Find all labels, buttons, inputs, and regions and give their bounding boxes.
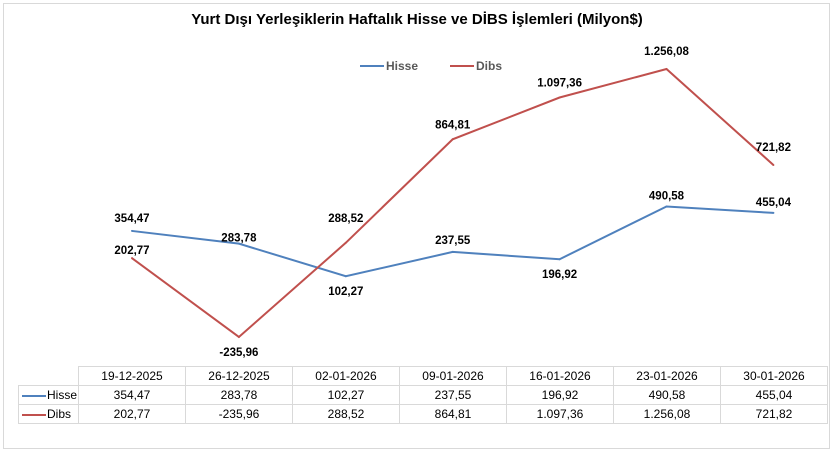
data-point-dibs bbox=[558, 96, 561, 99]
category-label: 26-12-2025 bbox=[185, 366, 293, 386]
data-point-hisse bbox=[131, 229, 133, 232]
data-label: 288,52 bbox=[328, 213, 363, 225]
data-point-dibs bbox=[237, 335, 240, 338]
category-label: 16-01-2026 bbox=[506, 366, 614, 386]
table-cell: 202,77 bbox=[78, 404, 186, 424]
table-cell: -235,96 bbox=[185, 404, 293, 424]
chart-frame bbox=[3, 3, 830, 449]
table-row: Dibs 202,77 -235,96 288,52 864,81 1.097,36 1.2… bbox=[18, 404, 828, 424]
category-label: 02-01-2026 bbox=[292, 366, 400, 386]
data-label: 102,27 bbox=[328, 286, 363, 298]
legend-key bbox=[22, 394, 46, 397]
table-cell: 288,52 bbox=[292, 404, 400, 424]
data-label: 202,77 bbox=[114, 245, 149, 257]
table-cell: 1.097,36 bbox=[506, 404, 614, 424]
data-label: 283,78 bbox=[221, 233, 257, 245]
category-label: 09-01-2026 bbox=[399, 366, 507, 386]
series-name: Hisse bbox=[18, 385, 79, 405]
data-point-hisse bbox=[344, 275, 347, 278]
category-label: 23-01-2026 bbox=[613, 366, 721, 386]
table-cell: 354,47 bbox=[78, 385, 186, 405]
data-label: 196,92 bbox=[542, 269, 577, 281]
table-cell: 455,04 bbox=[720, 385, 828, 405]
table-cell: 237,55 bbox=[399, 385, 507, 405]
table-cell: 102,27 bbox=[292, 385, 400, 405]
data-point-dibs bbox=[344, 241, 347, 244]
data-point-hisse bbox=[665, 205, 668, 208]
table-cell: 490,58 bbox=[613, 385, 721, 405]
data-point-hisse bbox=[558, 258, 561, 261]
table-cell: 196,92 bbox=[506, 385, 614, 405]
legend-key bbox=[22, 413, 46, 416]
table-cell: 864,81 bbox=[399, 404, 507, 424]
data-label: 237,55 bbox=[435, 235, 471, 247]
data-point-dibs bbox=[772, 163, 775, 166]
data-label: 721,82 bbox=[756, 142, 791, 154]
data-point-hisse bbox=[772, 211, 775, 214]
category-label: 30-01-2026 bbox=[720, 366, 828, 386]
data-label: 354,47 bbox=[114, 213, 149, 225]
data-label: 490,58 bbox=[649, 190, 685, 202]
data-point-dibs bbox=[665, 68, 668, 71]
legend-label: Dibs bbox=[476, 59, 502, 73]
category-label: 19-12-2025 bbox=[78, 366, 186, 386]
data-table: 19-12-2025 26-12-2025 02-01-2026 09-01-2026… bbox=[18, 366, 828, 424]
data-label: 1.256,08 bbox=[644, 46, 689, 58]
table-cell: 1.256,08 bbox=[613, 404, 721, 424]
table-cell: 283,78 bbox=[185, 385, 293, 405]
data-point-hisse bbox=[237, 242, 240, 245]
data-point-hisse bbox=[451, 250, 454, 253]
data-label: -235,96 bbox=[219, 347, 258, 359]
table-row: Hisse 354,47 283,78 102,27 237,55 196,92 490,5… bbox=[18, 385, 828, 405]
table-cell: 721,82 bbox=[720, 404, 828, 424]
series-line-dibs bbox=[131, 67, 775, 339]
table-header-row: 19-12-2025 26-12-2025 02-01-2026 09-01-2026… bbox=[18, 366, 828, 386]
data-label: 864,81 bbox=[435, 119, 471, 131]
chart-title: Yurt Dışı Yerleşiklerin Haftalık Hisse v… bbox=[191, 11, 643, 28]
data-point-dibs bbox=[451, 138, 454, 141]
legend-label: Hisse bbox=[386, 59, 418, 73]
data-label: 1.097,36 bbox=[537, 78, 582, 90]
data-label: 455,04 bbox=[756, 197, 792, 209]
series-name: Dibs bbox=[18, 404, 79, 424]
data-point-dibs bbox=[131, 257, 133, 260]
